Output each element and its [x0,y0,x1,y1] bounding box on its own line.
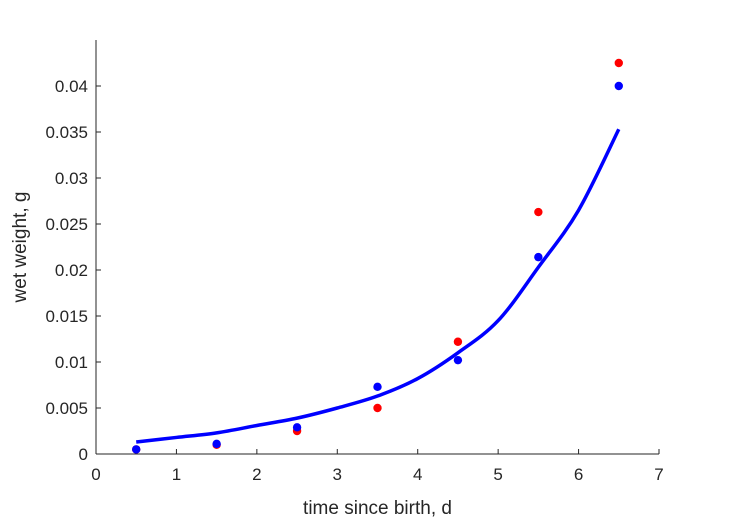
data-point-red [373,403,382,413]
x-tick-label: 1 [172,465,181,484]
y-tick-label: 0.015 [45,307,88,326]
y-tick-label: 0.04 [55,77,88,96]
data-point-red [453,337,463,346]
x-ticks: 0 1 2 3 4 5 6 7 [91,449,664,484]
y-tick-label: 0 [79,445,88,464]
x-tick-label: 0 [91,465,100,484]
y-tick-label: 0.005 [45,399,88,418]
data-point-blue [292,423,302,432]
x-tick-label: 3 [333,465,342,484]
axes [95,40,659,455]
y-axis-label: wet weight, g [10,192,31,304]
data-point-blue [453,355,463,365]
data-point-blue [132,445,141,454]
series-line-fit [136,128,621,444]
data-point-blue [534,252,543,262]
y-tick-label: 0.03 [55,169,88,188]
data-point-red [614,58,623,68]
data-point-blue [373,382,382,392]
y-tick-label: 0.035 [45,123,88,142]
x-axis-label: time since birth, d [303,498,452,519]
y-tick-label: 0.02 [55,261,88,280]
x-tick-label: 4 [413,465,422,484]
y-ticks: 0 0.005 0.01 0.015 0.02 0.025 0.03 0.035 0.04 [45,77,101,464]
x-tick-label: 6 [574,465,583,484]
series-lines [136,128,621,444]
y-tick-label: 0.025 [45,215,88,234]
y-tick-label: 0.01 [55,353,88,372]
x-tick-label: 2 [252,465,261,484]
x-tick-label: 5 [493,465,502,484]
data-point-blue [614,81,623,91]
data-point-red [534,207,543,217]
data-point-blue [212,439,221,449]
x-tick-label: 7 [654,465,663,484]
series-points [132,58,623,454]
